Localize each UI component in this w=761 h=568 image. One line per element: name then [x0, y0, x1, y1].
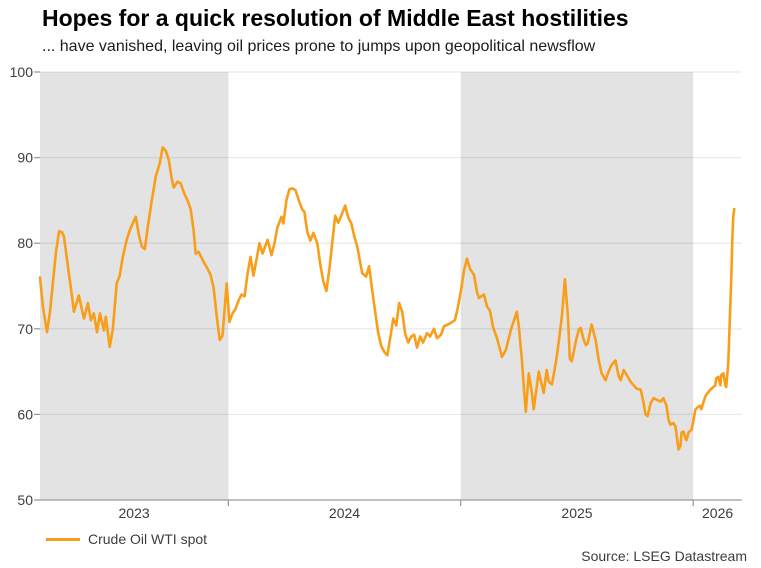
y-tick-label: 60	[17, 406, 33, 422]
y-tick-label: 50	[17, 492, 33, 508]
axis-labels: 50 60 70 80 90 100 2023 2024 2025 2026	[10, 64, 734, 521]
year-bands	[40, 72, 694, 500]
y-tick-label: 70	[17, 321, 33, 337]
x-tick-label: 2024	[329, 505, 360, 521]
legend-line-swatch	[46, 537, 80, 541]
chart-subtitle: ... have vanished, leaving oil prices pr…	[42, 38, 596, 55]
y-tick-label: 90	[17, 150, 33, 166]
year-band	[40, 72, 229, 500]
source-text: Source: LSEG Datastream	[581, 548, 747, 564]
year-band	[460, 72, 694, 500]
chart-title: Hopes for a quick resolution of Middle E…	[42, 5, 629, 31]
x-tick-label: 2026	[702, 505, 733, 521]
legend: Crude Oil WTI spot	[46, 531, 207, 547]
legend-label: Crude Oil WTI spot	[88, 531, 208, 547]
price-line	[38, 146, 736, 451]
axes	[34, 71, 742, 506]
y-tick-label: 80	[17, 235, 33, 251]
x-tick-label: 2023	[119, 505, 150, 521]
y-tick-label: 100	[10, 64, 34, 80]
x-tick-label: 2025	[561, 505, 592, 521]
series-lines	[38, 146, 736, 451]
